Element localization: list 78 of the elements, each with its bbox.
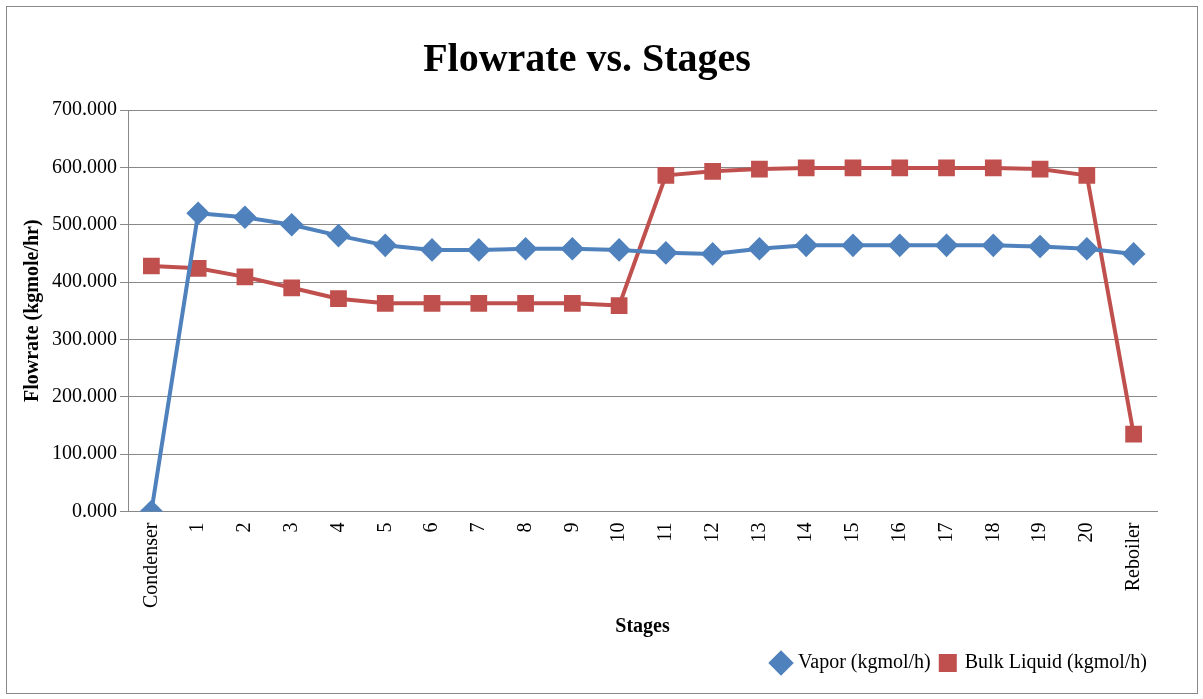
point [470,294,488,312]
y-tick-label: 300.000 [52,326,117,349]
x-tick-label: 5 [372,522,395,533]
point [236,268,254,286]
x-tick-label: Reboiler [1120,522,1143,592]
point [751,160,768,178]
x-tick-label: 1 [185,522,208,533]
point [795,234,818,257]
point [982,234,1005,257]
x-tick-label: 10 [606,522,629,543]
y-tick-label: 200.000 [52,384,117,407]
point [517,294,534,312]
x-tick-label: 9 [559,522,582,533]
point [1078,167,1096,184]
point [563,294,581,312]
x-tick-label: 11 [653,522,676,542]
point [467,238,490,261]
point [654,241,677,264]
point [143,257,160,275]
point [187,202,210,225]
point [1029,235,1052,258]
point [189,259,207,277]
point [984,159,1002,177]
point [1125,425,1142,443]
point [657,167,675,184]
point [610,297,628,314]
x-tick-label: 8 [512,522,535,533]
point [233,206,256,229]
legend-label: Bulk Liquid (kgmol/h) [964,650,1147,674]
y-tick-label: 100.000 [52,441,117,464]
point [704,163,722,180]
point [330,290,347,308]
point [1075,237,1098,260]
point [561,237,584,260]
point [1031,160,1049,178]
point [280,213,303,236]
y-tick-label: 400.000 [52,269,117,292]
x-tick-label: 15 [840,522,863,543]
point [423,294,441,312]
x-tick-label: 4 [325,522,348,533]
x-tick-label: 7 [466,522,489,533]
chart-title: Flowrate vs. Stages [423,35,751,81]
y-tick-label: 0.000 [72,498,117,521]
point [327,224,350,247]
point [608,238,631,261]
x-tick-label: 19 [1027,522,1050,543]
point [938,159,955,177]
x-tick-label: 6 [419,522,442,533]
point [701,242,724,265]
point [376,294,394,312]
point [844,159,862,177]
y-tick-label: 600.000 [52,154,117,177]
x-tick-label: 2 [232,522,255,533]
x-tick-label: 16 [887,522,909,543]
point [514,237,537,260]
x-tick-label: 13 [746,522,769,543]
point [797,159,815,177]
x-tick-label: 12 [699,522,722,543]
point [888,234,911,257]
legend-label: Vapor (kgmol/h) [798,650,931,674]
x-tick-label: 14 [793,522,816,543]
point [935,234,958,257]
x-tick-label: 20 [1074,522,1097,543]
point [841,234,864,257]
x-tick-label: Condenser [138,522,161,609]
y-tick-label: 500.000 [52,211,117,234]
point [374,234,397,257]
x-tick-label: 18 [980,522,1003,543]
point [421,238,444,261]
x-tick-label: 3 [278,522,301,533]
point [891,159,909,177]
x-axis-title: Stages [615,614,670,638]
point [748,237,771,260]
y-axis-title: Flowrate (kgmole/hr) [20,219,44,403]
point [1122,242,1145,265]
y-tick-label: 700.000 [52,97,117,120]
point [283,279,301,297]
x-tick-label: 17 [933,522,956,543]
